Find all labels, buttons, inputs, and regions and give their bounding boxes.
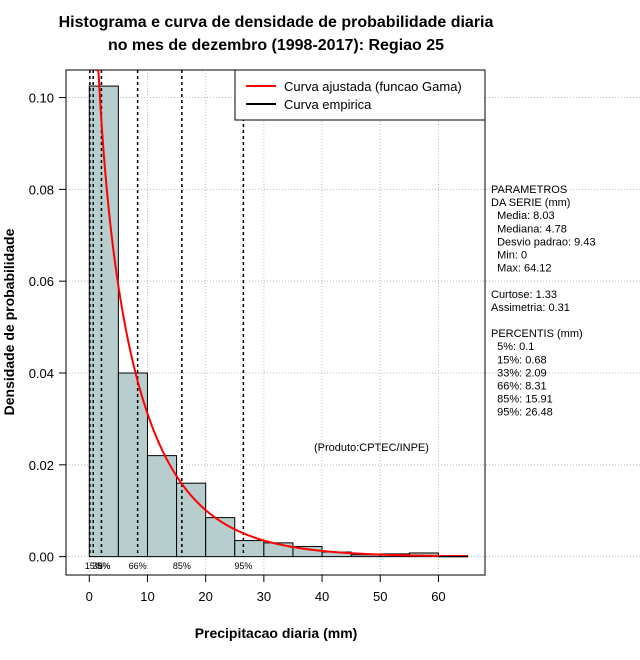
percentile-marker-label: 5% xyxy=(97,561,110,571)
y-tick-label: 0.06 xyxy=(29,274,54,289)
series-parameter-line: 15%: 0.68 xyxy=(491,354,547,366)
curve-layer xyxy=(95,70,468,558)
y-tick-label: 0.04 xyxy=(29,366,54,381)
series-parameter-line: Min: 0 xyxy=(491,250,527,262)
bars-layer xyxy=(88,85,469,558)
legend-gamma-label: Curva ajustada (funcao Gama) xyxy=(284,79,462,94)
x-tick-label: 40 xyxy=(315,589,329,604)
x-tick-label: 50 xyxy=(373,589,387,604)
series-parameter-line: PERCENTIS (mm) xyxy=(491,328,583,340)
series-parameter-line: DA SERIE (mm) xyxy=(491,197,570,209)
series-parameter-line: Desvio padrao: 9.43 xyxy=(491,236,596,248)
axis-layer: 0 10 20 30 40 50 60 0.00 0.02 0.04 0.06 0.08 0.10 xyxy=(29,91,446,604)
percentile-marker-label: 95% xyxy=(234,561,252,571)
x-tick-label: 30 xyxy=(257,589,271,604)
y-tick-label: 0.00 xyxy=(29,550,54,565)
series-parameter-line: Mediana: 4.78 xyxy=(491,223,567,235)
gamma-fit-curve xyxy=(95,70,468,558)
series-parameter-line: Max: 64.12 xyxy=(491,263,552,275)
x-tick-label: 10 xyxy=(140,589,154,604)
legend-box xyxy=(234,69,486,121)
legend-empirical-label: Curva empirica xyxy=(284,97,372,112)
percentile-marker-label: 85% xyxy=(173,561,191,571)
percentile-marker-label: 33% xyxy=(92,561,110,571)
product-credit: (Produto:CPTEC/INPE) xyxy=(314,442,429,454)
series-parameter-line: PARAMETROS xyxy=(491,184,567,196)
y-axis-label: Densidade de probabilidade xyxy=(1,228,17,415)
series-parameter-line: 5%: 0.1 xyxy=(491,341,534,353)
y-tick-label: 0.08 xyxy=(29,182,54,197)
histogram-bar xyxy=(146,455,178,558)
percentile-marker-label: 15% xyxy=(85,561,103,571)
series-parameter-line: 66%: 8.31 xyxy=(491,381,547,393)
histogram-bar xyxy=(234,540,265,558)
x-tick-label: 60 xyxy=(431,589,445,604)
percentile-marker-label: 66% xyxy=(129,561,147,571)
percentile-layer: 15%5%33% 66% 85% 95% xyxy=(85,70,252,571)
legend: Curva ajustada (funcao Gama) Curva empir… xyxy=(234,69,486,121)
y-tick-label: 0.10 xyxy=(29,91,54,106)
series-parameter-line: 33%: 2.09 xyxy=(491,367,547,379)
chart-title-line-1: Histograma e curva de densidade de proba… xyxy=(59,14,494,31)
series-parameter-line: Media: 8.03 xyxy=(491,210,555,222)
series-parameter-line: Assimetria: 0.31 xyxy=(491,302,570,314)
series-parameter-line: 95%: 26.48 xyxy=(491,407,553,419)
chart-title-line-2: no mes de dezembro (1998-2017): Regiao 2… xyxy=(108,37,444,54)
x-tick-label: 0 xyxy=(86,589,93,604)
x-axis-label: Precipitacao diaria (mm) xyxy=(195,625,358,641)
y-tick-label: 0.02 xyxy=(29,458,54,473)
histogram-bar xyxy=(117,372,148,558)
histogram-bar xyxy=(205,517,236,558)
x-tick-label: 20 xyxy=(198,589,212,604)
series-parameter-line: 85%: 15.91 xyxy=(491,394,553,406)
series-parameter-line: Curtose: 1.33 xyxy=(491,289,557,301)
